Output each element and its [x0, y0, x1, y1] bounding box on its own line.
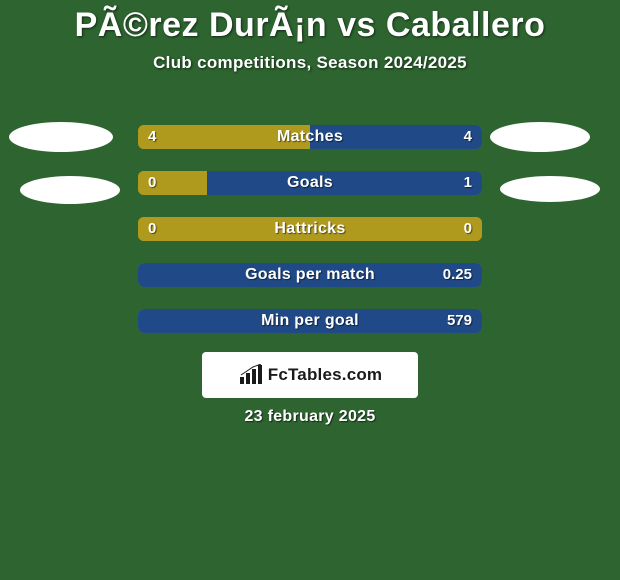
comparison-infographic: PÃ©rez DurÃ¡n vs Caballero Club competit… [0, 0, 620, 580]
subtitle: Club competitions, Season 2024/2025 [0, 53, 620, 73]
comparison-bars: Matches44Goals01Hattricks00Goals per mat… [138, 125, 482, 355]
stat-left-value: 0 [148, 217, 156, 241]
stat-right-value: 1 [464, 171, 472, 195]
player-right-photo-placeholder-1 [490, 122, 590, 152]
brand-panel: FcTables.com [202, 352, 418, 398]
stat-label: Min per goal [138, 309, 482, 333]
stat-label: Goals per match [138, 263, 482, 287]
stat-row-min-per-goal: Min per goal579 [138, 309, 482, 333]
snapshot-date: 23 february 2025 [0, 408, 620, 426]
stat-row-goals-per-match: Goals per match0.25 [138, 263, 482, 287]
player-left-photo-placeholder-2 [20, 176, 120, 204]
stat-right-value: 579 [447, 309, 472, 333]
stat-left-value: 0 [148, 171, 156, 195]
player-right-photo-placeholder-2 [500, 176, 600, 202]
page-title: PÃ©rez DurÃ¡n vs Caballero [0, 0, 620, 45]
stat-row-goals: Goals0 1 [138, 171, 482, 195]
stat-left-value: 4 [148, 125, 156, 149]
brand-text: FcTables.com [268, 365, 383, 385]
stat-label: Hattricks [138, 217, 482, 241]
stat-right-value: 0.25 [443, 263, 472, 287]
player-left-photo-placeholder-1 [9, 122, 113, 152]
bar-chart-icon [238, 364, 264, 386]
stat-label: Matches [138, 125, 482, 149]
stat-row-hattricks: Hattricks0 0 [138, 217, 482, 241]
stat-right-value: 4 [464, 125, 472, 149]
stat-label: Goals [138, 171, 482, 195]
stat-row-matches: Matches4 4 [138, 125, 482, 149]
stat-right-value: 0 [464, 217, 472, 241]
